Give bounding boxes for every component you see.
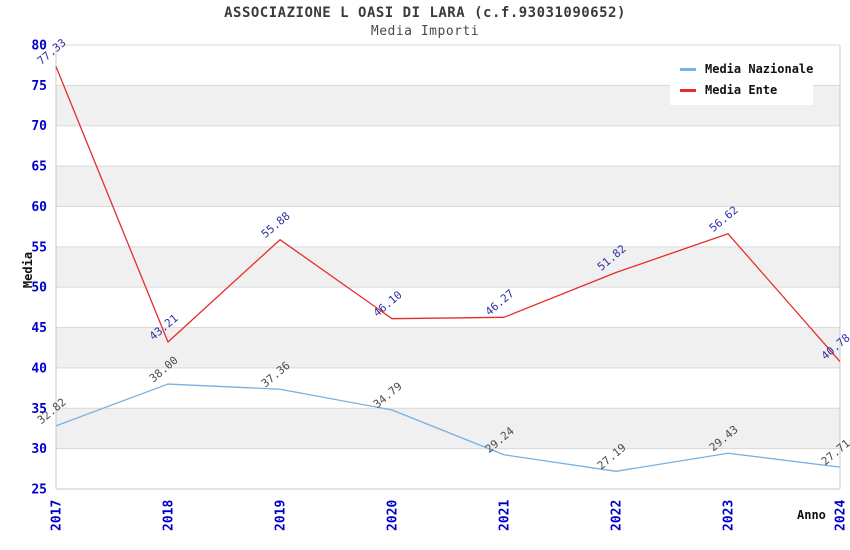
svg-text:2020: 2020	[386, 500, 401, 531]
y-axis-title: Media	[21, 251, 35, 289]
legend-item-media-nazionale: Media Nazionale	[680, 61, 813, 77]
svg-text:65: 65	[31, 160, 47, 175]
svg-text:2018: 2018	[162, 500, 177, 531]
svg-text:46.27: 46.27	[483, 287, 517, 318]
svg-text:40: 40	[31, 361, 47, 376]
svg-text:34.79: 34.79	[371, 380, 405, 411]
svg-text:35: 35	[31, 402, 47, 417]
svg-text:55: 55	[31, 240, 47, 255]
x-axis-title: Anno	[797, 508, 826, 522]
svg-text:2019: 2019	[274, 500, 289, 531]
svg-text:2022: 2022	[610, 500, 625, 531]
svg-text:75: 75	[31, 79, 47, 94]
chart-subtitle: Media Importi	[370, 24, 480, 39]
svg-text:2023: 2023	[722, 500, 737, 531]
svg-text:30: 30	[31, 442, 47, 457]
chart-title: ASSOCIAZIONE L OASI DI LARA (c.f.9303109…	[224, 5, 626, 21]
svg-text:2017: 2017	[50, 500, 65, 531]
svg-text:2021: 2021	[498, 500, 513, 531]
legend-item-media-ente: Media Ente	[680, 82, 813, 98]
legend: Media Nazionale Media Ente	[670, 54, 813, 105]
media-ente-line-swatch-icon	[680, 88, 696, 92]
svg-text:70: 70	[31, 119, 47, 134]
svg-text:2024: 2024	[834, 500, 849, 531]
svg-text:55.88: 55.88	[259, 209, 293, 240]
media-nazionale-line-swatch-icon	[680, 67, 696, 71]
legend-label-media-nazionale: Media Nazionale	[705, 62, 814, 76]
svg-text:45: 45	[31, 321, 47, 336]
legend-label-media-ente: Media Ente	[705, 83, 778, 97]
svg-text:25: 25	[31, 483, 47, 498]
svg-text:60: 60	[31, 200, 47, 215]
svg-text:56.62: 56.62	[707, 203, 741, 234]
svg-text:80: 80	[31, 39, 47, 54]
svg-text:50: 50	[31, 281, 47, 296]
